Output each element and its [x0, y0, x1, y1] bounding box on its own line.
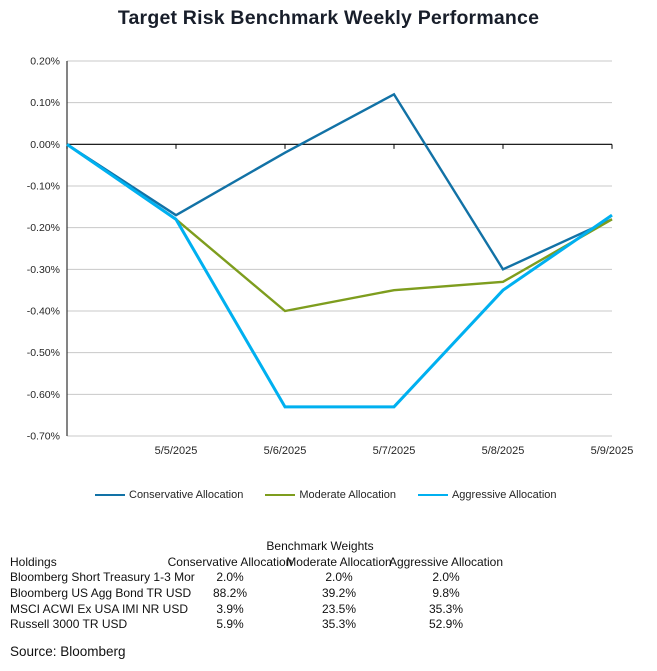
y-axis-label: -0.30% [27, 264, 60, 276]
legend-item-aggressive: Aggressive Allocation [417, 489, 557, 501]
weight-value: 39.2% [321, 586, 357, 601]
series-line-conservative-allocation [66, 92, 613, 271]
x-axis-label: 5/6/2025 [264, 445, 307, 457]
holding-name: MSCI ACWI Ex USA IMI NR USD [10, 601, 189, 616]
column-header-holdings: Holdings [10, 554, 57, 569]
legend-label: Moderate Allocation [299, 489, 396, 501]
weight-value: 3.9% [216, 601, 244, 616]
x-axis-label: 5/5/2025 [155, 445, 198, 457]
table-row: MSCI ACWI Ex USA IMI NR USD 3.9% 23.5% 3… [0, 602, 657, 618]
weight-value: 5.9% [216, 617, 244, 632]
weight-value: 9.8% [432, 586, 460, 601]
weight-value: 23.5% [321, 601, 357, 616]
aggressive-line-swatch-icon [417, 493, 448, 497]
weight-value: 2.0% [216, 570, 244, 585]
y-axis-label: -0.10% [27, 181, 60, 193]
y-axis-label: -0.40% [27, 306, 60, 318]
x-axis-label: 5/7/2025 [373, 445, 416, 457]
holding-name: Bloomberg US Agg Bond TR USD [10, 586, 192, 601]
weight-value: 52.9% [428, 617, 464, 632]
weight-value: 35.3% [428, 601, 464, 616]
legend-item-moderate: Moderate Allocation [265, 489, 396, 501]
performance-chart: 0.20% 0.10% 0.00% -0.10% -0.20% -0.30% -0.40% -… [27, 56, 634, 458]
benchmark-weights-table: Benchmark Weights Holdings Conservative … [0, 539, 657, 633]
chart-title: Target Risk Benchmark Weekly Performance [117, 7, 540, 29]
table-row: Bloomberg US Agg Bond TR USD 88.2% 39.2%… [0, 586, 657, 602]
table-row: Russell 3000 TR USD 5.9% 35.3% 52.9% [0, 617, 657, 633]
y-axis-label: -0.70% [27, 431, 60, 443]
x-axis-label: 5/8/2025 [482, 445, 525, 457]
series-line-aggressive-allocation [66, 143, 613, 409]
weight-value: 2.0% [325, 570, 353, 585]
weight-value: 2.0% [432, 570, 460, 585]
table-header-row: Holdings Conservative Allocation Moderat… [0, 555, 657, 571]
column-header-moderate: Moderate Allocation [286, 554, 392, 569]
y-axis-label: 0.00% [30, 139, 60, 151]
chart-legend: Conservative Allocation Moderate Allocat… [95, 489, 557, 501]
x-axis-label: 5/9/2025 [591, 445, 634, 457]
moderate-line-swatch-icon [265, 493, 296, 497]
y-axis-label: 0.20% [30, 56, 60, 68]
legend-item-conservative: Conservative Allocation [95, 489, 243, 501]
source-text: Source: Bloomberg [10, 644, 126, 659]
y-axis-label: 0.10% [30, 97, 60, 109]
legend-label: Aggressive Allocation [451, 489, 557, 501]
weight-value: 88.2% [212, 586, 248, 601]
y-axis-label: -0.60% [27, 389, 60, 401]
table-row: Bloomberg Short Treasury 1-3 Mor 2.0% 2.… [0, 570, 657, 586]
y-axis-label: -0.50% [27, 347, 60, 359]
holding-name: Bloomberg Short Treasury 1-3 Mor [10, 570, 195, 585]
conservative-line-swatch-icon [95, 493, 125, 497]
weight-value: 35.3% [321, 617, 357, 632]
column-header-aggressive: Aggressive Allocation [388, 554, 504, 569]
table-caption-row: Benchmark Weights [0, 539, 657, 555]
table-caption: Benchmark Weights [266, 539, 374, 553]
y-axis-label: -0.20% [27, 222, 60, 234]
column-header-conservative: Conservative Allocation [167, 554, 293, 569]
holding-name: Russell 3000 TR USD [10, 617, 128, 632]
legend-label: Conservative Allocation [129, 489, 244, 501]
